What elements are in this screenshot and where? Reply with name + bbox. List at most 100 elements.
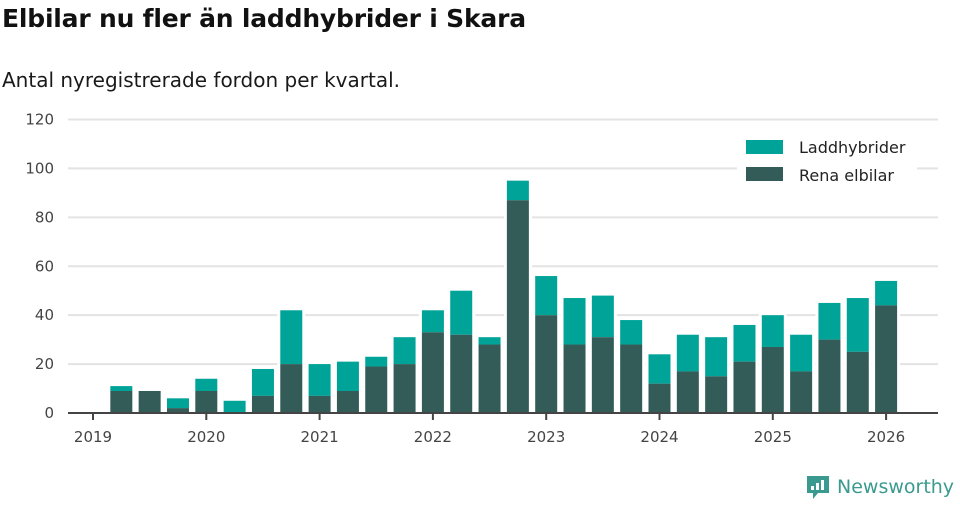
bar-group bbox=[192, 377, 221, 413]
bar-laddhybrider bbox=[365, 356, 388, 367]
bar-laddhybrider bbox=[506, 180, 529, 201]
bar-group bbox=[758, 314, 787, 413]
bar-laddhybrider bbox=[676, 334, 699, 372]
newsworthy-logo: Newsworthy bbox=[805, 474, 954, 500]
newsworthy-chart-icon bbox=[807, 476, 829, 499]
bar-rena-elbilar bbox=[563, 344, 586, 413]
bar-group bbox=[645, 353, 674, 413]
x-tick-label: 2019 bbox=[74, 428, 112, 446]
bar-laddhybrider bbox=[251, 368, 274, 396]
bar-rena-elbilar bbox=[251, 395, 274, 413]
bar-group bbox=[560, 297, 589, 413]
bar-group bbox=[730, 323, 759, 413]
y-tick-label: 0 bbox=[44, 404, 54, 422]
bar-rena-elbilar bbox=[308, 395, 331, 413]
bar-group bbox=[277, 309, 306, 413]
bar-group bbox=[305, 363, 334, 413]
bar-rena-elbilar bbox=[676, 371, 699, 413]
bar-group bbox=[787, 333, 816, 413]
bar-laddhybrider bbox=[705, 337, 728, 377]
bar-laddhybrider bbox=[875, 280, 898, 306]
bar-group bbox=[418, 309, 447, 413]
bar-laddhybrider bbox=[166, 398, 189, 409]
bar-rena-elbilar bbox=[365, 366, 388, 413]
bar-rena-elbilar bbox=[450, 334, 473, 413]
bar-rena-elbilar bbox=[138, 390, 161, 413]
y-axis-labels: 0 20 40 60 80 100 120 bbox=[25, 111, 54, 423]
bar-rena-elbilar bbox=[620, 344, 643, 413]
chart-subtitle: Antal nyregistrerade fordon per kvartal. bbox=[2, 68, 401, 92]
bar-rena-elbilar bbox=[818, 339, 841, 413]
bar-laddhybrider bbox=[421, 310, 444, 333]
bar-rena-elbilar bbox=[195, 390, 218, 413]
bar-rena-elbilar bbox=[761, 346, 784, 413]
bar-laddhybrider bbox=[450, 290, 473, 335]
bar-group bbox=[135, 389, 164, 413]
bar-laddhybrider bbox=[846, 298, 869, 352]
x-tick-label: 2025 bbox=[754, 428, 792, 446]
y-tick-label: 20 bbox=[35, 355, 54, 373]
bar-rena-elbilar bbox=[166, 408, 189, 413]
bar-laddhybrider bbox=[535, 276, 558, 316]
bar-rena-elbilar bbox=[733, 361, 756, 413]
chart-title: Elbilar nu fler än laddhybrider i Skara bbox=[2, 4, 526, 33]
bar-group bbox=[248, 367, 277, 413]
y-tick-label: 100 bbox=[25, 159, 54, 177]
x-tick-label: 2026 bbox=[867, 428, 905, 446]
bar-rena-elbilar bbox=[846, 351, 869, 413]
bar-rena-elbilar bbox=[478, 344, 501, 413]
bar-laddhybrider bbox=[195, 378, 218, 391]
bar-rena-elbilar bbox=[535, 315, 558, 413]
bar-laddhybrider bbox=[280, 310, 303, 365]
bar-laddhybrider bbox=[393, 337, 416, 365]
bar-group bbox=[702, 336, 731, 413]
legend-label-rena-elbilar: Rena elbilar bbox=[799, 166, 894, 185]
bar-group bbox=[872, 279, 901, 413]
x-tick-label: 2023 bbox=[527, 428, 565, 446]
y-tick-label: 120 bbox=[25, 111, 54, 129]
bar-laddhybrider bbox=[818, 302, 841, 340]
bar-rena-elbilar bbox=[421, 332, 444, 413]
bar-rena-elbilar bbox=[336, 390, 359, 413]
bar-rena-elbilar bbox=[648, 383, 671, 413]
bar-laddhybrider bbox=[336, 361, 359, 391]
bar-laddhybrider bbox=[110, 386, 133, 391]
bar-laddhybrider bbox=[620, 320, 643, 345]
bar-group bbox=[503, 179, 532, 413]
x-tick-label: 2020 bbox=[187, 428, 225, 446]
bar-laddhybrider bbox=[563, 298, 586, 345]
x-tick-label: 2022 bbox=[414, 428, 452, 446]
bar-group bbox=[163, 397, 192, 413]
bar-rena-elbilar bbox=[591, 337, 614, 413]
bar-group bbox=[390, 336, 419, 413]
bar-group bbox=[362, 355, 391, 413]
bar-laddhybrider bbox=[223, 400, 246, 413]
bar-rena-elbilar bbox=[110, 390, 133, 413]
bar-rena-elbilar bbox=[705, 376, 728, 413]
bar-group bbox=[588, 294, 617, 413]
bar-group bbox=[475, 336, 504, 413]
bar-group bbox=[843, 297, 872, 413]
y-tick-label: 80 bbox=[35, 208, 54, 226]
bar-rena-elbilar bbox=[875, 305, 898, 413]
bar-rena-elbilar bbox=[506, 200, 529, 413]
legend-swatch-rena-elbilar bbox=[746, 167, 783, 181]
bar-group bbox=[617, 319, 646, 413]
bar-laddhybrider bbox=[308, 364, 331, 396]
bar-group bbox=[447, 289, 476, 413]
bar-laddhybrider bbox=[761, 315, 784, 347]
y-tick-label: 40 bbox=[35, 306, 54, 324]
bar-group bbox=[220, 399, 249, 413]
bar-group bbox=[532, 275, 561, 413]
x-tick-label: 2024 bbox=[640, 428, 678, 446]
legend: Laddhybrider Rena elbilar bbox=[737, 131, 917, 191]
bar-group bbox=[815, 301, 844, 413]
bar-rena-elbilar bbox=[280, 364, 303, 413]
legend-swatch-laddhybrider bbox=[746, 140, 783, 154]
bar-group bbox=[107, 385, 136, 413]
bar-laddhybrider bbox=[733, 324, 756, 362]
y-tick-label: 60 bbox=[35, 257, 54, 275]
bar-group bbox=[333, 360, 362, 413]
bar-laddhybrider bbox=[790, 334, 813, 372]
bar-laddhybrider bbox=[648, 354, 671, 384]
